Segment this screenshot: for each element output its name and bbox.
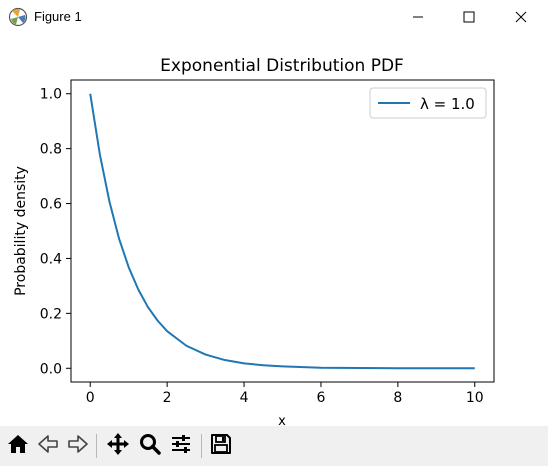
move-icon — [106, 432, 130, 460]
minimize-icon — [412, 8, 424, 27]
arrow-left-icon — [36, 432, 60, 460]
x-tick-label: 4 — [240, 390, 249, 406]
y-tick-label: 0.2 — [40, 306, 62, 322]
zoom-button[interactable] — [136, 432, 164, 460]
pan-button[interactable] — [104, 432, 132, 460]
x-axis-label: x — [278, 414, 286, 426]
axes-frame — [70, 79, 495, 383]
home-button[interactable] — [4, 432, 32, 460]
maximize-icon — [463, 8, 475, 27]
legend-box — [369, 87, 487, 119]
home-icon — [6, 432, 30, 460]
y-tick-label: 0.0 — [40, 361, 62, 377]
arrow-right-icon — [66, 432, 90, 460]
save-button[interactable] — [207, 432, 235, 460]
exponential-pdf-chart: Exponential Distribution PDF 0 2 4 6 8 10 0.0 0… — [13, 56, 495, 429]
x-tick-label: 10 — [466, 390, 484, 406]
y-tick-label: 0.8 — [40, 142, 62, 158]
y-tick-label: 0.4 — [40, 251, 62, 267]
figure-canvas[interactable]: Exponential Distribution PDF 0 2 4 6 8 10 0.0 0… — [0, 34, 548, 429]
floppy-disk-icon — [209, 432, 233, 460]
toolbar-separator — [201, 434, 202, 458]
sliders-icon — [169, 432, 193, 460]
configure-subplots-button[interactable] — [167, 432, 195, 460]
y-tick-label: 1.0 — [40, 87, 62, 103]
minimize-button[interactable] — [395, 0, 441, 34]
legend: λ = 1.0 — [369, 87, 487, 119]
close-button[interactable] — [498, 0, 544, 34]
close-icon — [515, 8, 527, 27]
toolbar-separator — [96, 434, 97, 458]
magnifier-icon — [138, 432, 162, 460]
chart-title: Exponential Distribution PDF — [160, 56, 404, 76]
back-button[interactable] — [34, 432, 62, 460]
series-line — [89, 93, 475, 370]
title-bar: Figure 1 — [0, 0, 548, 34]
y-axis-label: Probability density — [13, 166, 29, 296]
forward-button[interactable] — [64, 432, 92, 460]
window-title: Figure 1 — [34, 9, 82, 24]
x-tick-label: 8 — [393, 390, 402, 406]
x-tick-label: 0 — [86, 390, 95, 406]
y-tick-label: 0.6 — [40, 197, 62, 213]
x-tick-label: 6 — [316, 390, 325, 406]
x-tick-label: 2 — [163, 390, 172, 406]
navigation-toolbar — [0, 426, 548, 466]
matplotlib-figure-icon — [8, 7, 28, 27]
legend-label: λ = 1.0 — [420, 95, 475, 113]
maximize-button[interactable] — [446, 0, 492, 34]
